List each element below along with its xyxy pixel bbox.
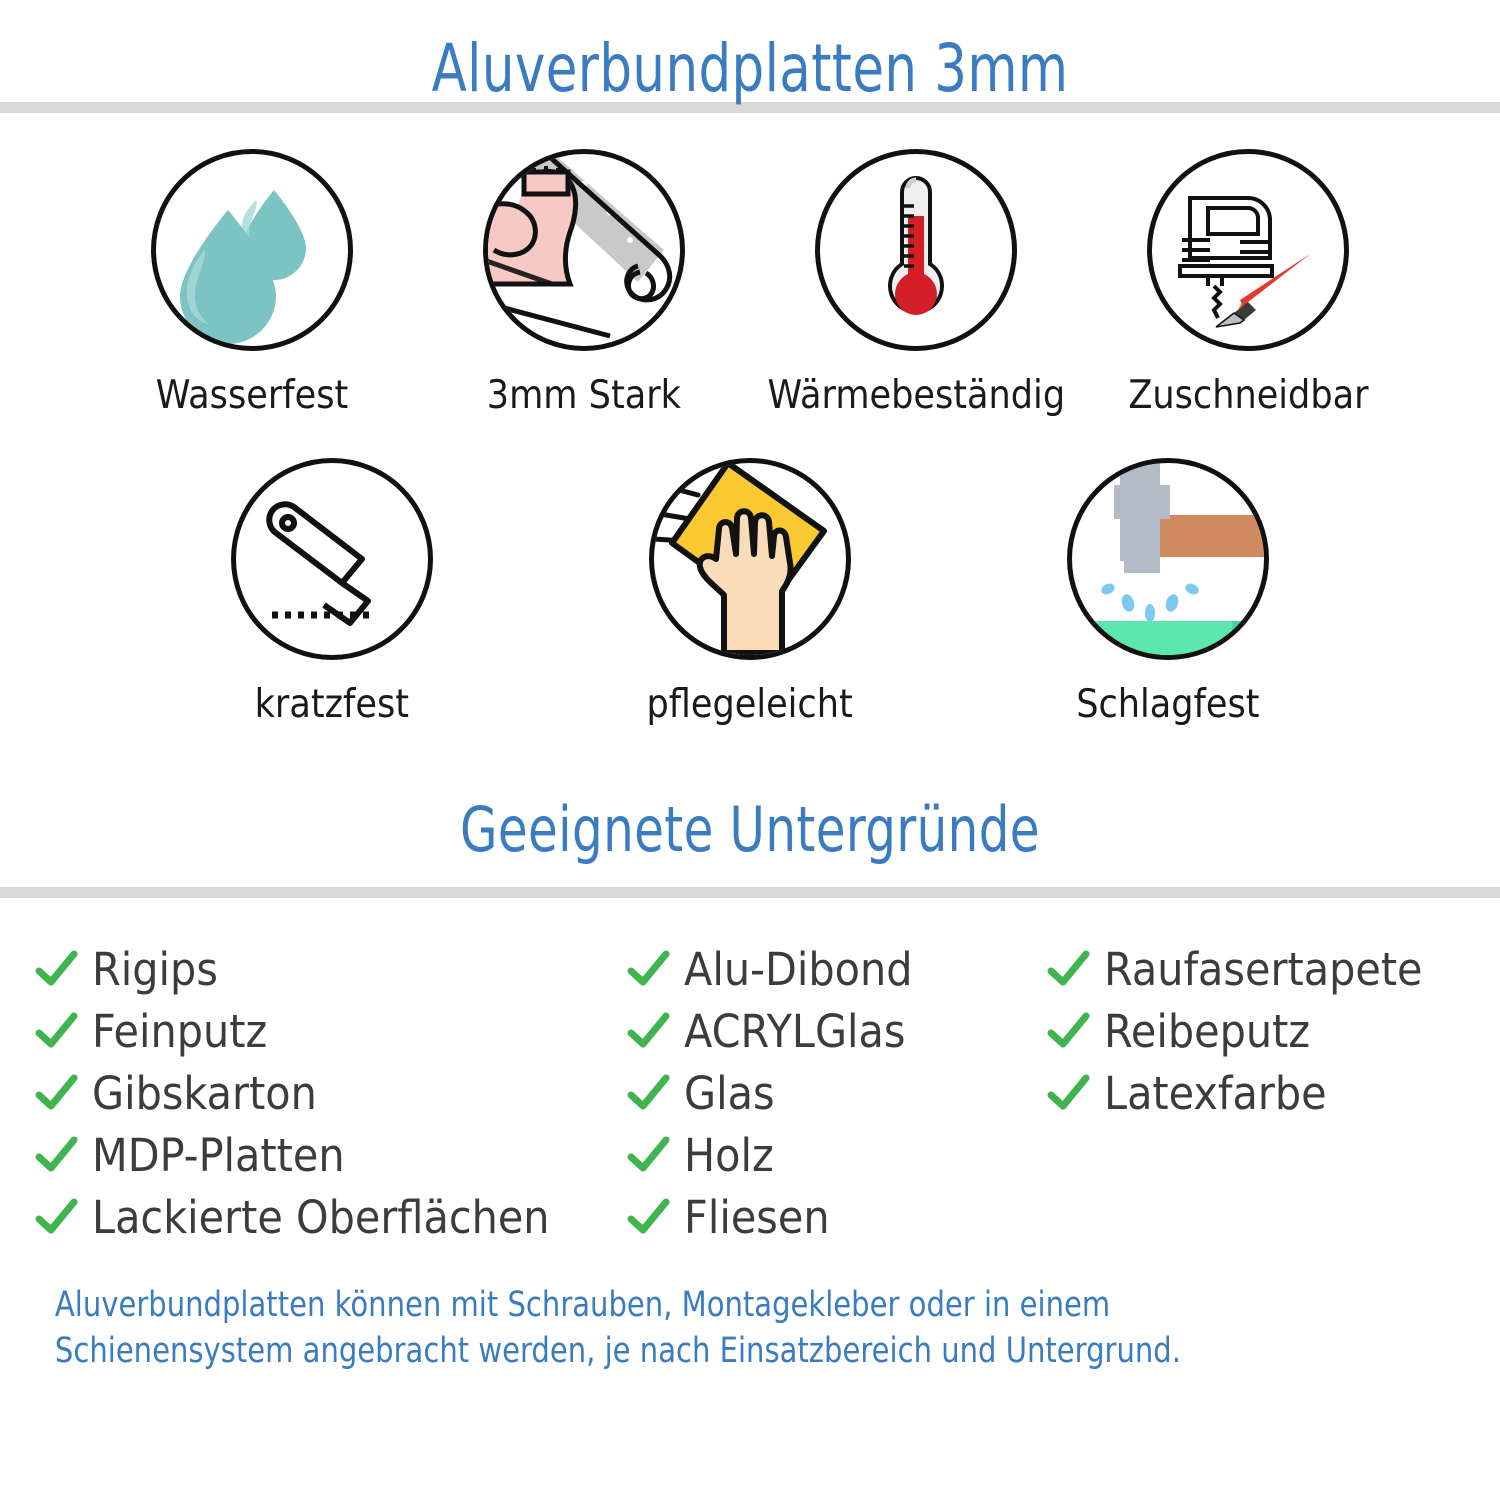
substrate-column-3: Raufasertapete Reibeputz Latexfarbe [1046, 938, 1476, 1248]
feature-label: kratzfest [254, 682, 410, 727]
flexing-arm-icon [483, 149, 685, 351]
feature-label: Schlagfest [1076, 682, 1260, 727]
feature-kratzfest[interactable]: kratzfest [182, 458, 482, 727]
list-item-label: ACRYLGlas [684, 1004, 906, 1058]
list-item-label: Holz [684, 1128, 774, 1182]
feature-row-2: kratzfest pflegeleicht [0, 458, 1500, 727]
list-item: Glas [626, 1062, 1046, 1124]
check-icon [35, 1136, 78, 1172]
list-item-label: Feinputz [92, 1004, 268, 1058]
feature-zuschneidbar[interactable]: Zuschneidbar [1098, 149, 1398, 418]
substrates-title: Geeignete Untergründe [460, 793, 1040, 866]
list-item-label: Glas [684, 1066, 775, 1120]
footer-note: Aluverbundplatten können mit Schrauben, … [54, 1285, 1181, 1372]
list-item-label: Gibskarton [92, 1066, 317, 1120]
list-item: Holz [626, 1124, 1046, 1186]
check-icon [627, 950, 670, 986]
list-item-label: Fliesen [684, 1190, 830, 1244]
check-icon [35, 1198, 78, 1234]
list-item: Lackierte Oberflächen [34, 1186, 626, 1248]
list-item: Feinputz [34, 1000, 626, 1062]
check-icon [627, 1198, 670, 1234]
feature-3mm-stark[interactable]: 3mm Stark [434, 149, 734, 418]
divider-middle [0, 887, 1500, 898]
hammer-impact-icon [1067, 458, 1269, 660]
header: Aluverbundplatten 3mm [0, 0, 1500, 102]
check-icon [35, 1012, 78, 1048]
check-icon [35, 950, 78, 986]
feature-waermebestaendig[interactable]: Wärmebeständig [766, 149, 1066, 418]
feature-row-1: Wasserfest 3mm [0, 149, 1500, 418]
check-icon [35, 1074, 78, 1110]
list-item: Reibeputz [1046, 1000, 1476, 1062]
feature-grid: Wasserfest 3mm [0, 149, 1500, 727]
cutter-knife-icon [231, 458, 433, 660]
feature-label: Wärmebeständig [767, 373, 1065, 418]
list-item: Alu-Dibond [626, 938, 1046, 1000]
feature-wasserfest[interactable]: Wasserfest [102, 149, 402, 418]
feature-label: Wasserfest [155, 373, 349, 418]
list-item: MDP-Platten [34, 1124, 626, 1186]
feature-pflegeleicht[interactable]: pflegeleicht [600, 458, 900, 727]
list-item: Rigips [34, 938, 626, 1000]
check-icon [1047, 1012, 1090, 1048]
substrate-column-1: Rigips Feinputz Gibskarton MDP-Platten L… [34, 938, 626, 1248]
divider-top [0, 102, 1500, 113]
list-item: Latexfarbe [1046, 1062, 1476, 1124]
substrate-checklist: Rigips Feinputz Gibskarton MDP-Platten L… [0, 938, 1500, 1248]
feature-label: Zuschneidbar [1127, 373, 1369, 418]
list-item-label: Rigips [92, 942, 218, 996]
list-item-label: Alu-Dibond [684, 942, 913, 996]
page-title: Aluverbundplatten 3mm [431, 30, 1069, 107]
substrates-header: Geeignete Untergründe [0, 799, 1500, 861]
thermometer-icon [815, 149, 1017, 351]
list-item-label: Latexfarbe [1104, 1066, 1327, 1120]
list-item-label: MDP-Platten [92, 1128, 345, 1182]
jigsaw-and-knife-icon [1147, 149, 1349, 351]
substrate-column-2: Alu-Dibond ACRYLGlas Glas Holz Fliesen [626, 938, 1046, 1248]
check-icon [1047, 950, 1090, 986]
check-icon [627, 1136, 670, 1172]
water-drops-icon [151, 149, 353, 351]
list-item-label: Lackierte Oberflächen [92, 1190, 550, 1244]
list-item: ACRYLGlas [626, 1000, 1046, 1062]
feature-label: 3mm Stark [486, 373, 682, 418]
list-item: Fliesen [626, 1186, 1046, 1248]
feature-schlagfest[interactable]: Schlagfest [1018, 458, 1318, 727]
feature-label: pflegeleicht [646, 682, 854, 727]
check-icon [627, 1074, 670, 1110]
list-item: Raufasertapete [1046, 938, 1476, 1000]
list-item-label: Raufasertapete [1104, 942, 1423, 996]
list-item-label: Reibeputz [1104, 1004, 1311, 1058]
check-icon [627, 1012, 670, 1048]
hand-with-cloth-icon [649, 458, 851, 660]
list-item: Gibskarton [34, 1062, 626, 1124]
check-icon [1047, 1074, 1090, 1110]
